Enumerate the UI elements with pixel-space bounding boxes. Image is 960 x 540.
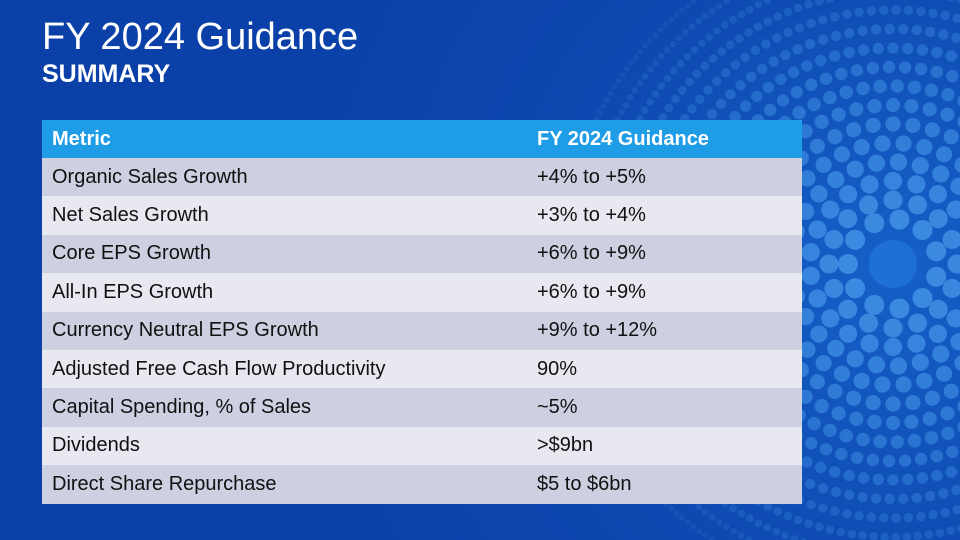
guidance-table: Metric FY 2024 Guidance Organic Sales Gr… [42,120,802,504]
table-row: All-In EPS Growth +6% to +9% [42,273,802,312]
metric-cell: Core EPS Growth [42,234,527,274]
guidance-cell: +6% to +9% [527,273,802,312]
table-row: Capital Spending, % of Sales ~5% [42,388,802,427]
table-row: Dividends >$9bn [42,426,802,466]
guidance-cell: +9% to +12% [527,311,802,350]
table-header-row: Metric FY 2024 Guidance [42,120,802,158]
metric-cell: Organic Sales Growth [42,158,527,197]
guidance-cell: >$9bn [527,426,802,466]
metric-cell: Adjusted Free Cash Flow Productivity [42,349,527,389]
guidance-cell: 90% [527,349,802,389]
metric-cell: Dividends [42,426,527,466]
guidance-cell: $5 to $6bn [527,465,802,504]
table-row: Currency Neutral EPS Growth +9% to +12% [42,311,802,350]
metric-cell: All-In EPS Growth [42,273,527,312]
table-row: Core EPS Growth +6% to +9% [42,234,802,274]
guidance-table-container: Metric FY 2024 Guidance Organic Sales Gr… [42,120,802,504]
guidance-cell: ~5% [527,388,802,427]
table-row: Organic Sales Growth +4% to +5% [42,158,802,197]
slide-title: FY 2024 Guidance [42,16,359,58]
table-row: Direct Share Repurchase $5 to $6bn [42,465,802,504]
metric-cell: Capital Spending, % of Sales [42,388,527,427]
guidance-cell: +3% to +4% [527,196,802,235]
guidance-cell: +4% to +5% [527,158,802,197]
table-row: Adjusted Free Cash Flow Productivity 90% [42,349,802,389]
header-guidance: FY 2024 Guidance [527,120,802,158]
metric-cell: Net Sales Growth [42,196,527,235]
header-metric: Metric [42,120,527,158]
guidance-cell: +6% to +9% [527,234,802,274]
metric-cell: Currency Neutral EPS Growth [42,311,527,350]
metric-cell: Direct Share Repurchase [42,465,527,504]
slide-subtitle: SUMMARY [42,60,171,88]
table-row: Net Sales Growth +3% to +4% [42,196,802,235]
